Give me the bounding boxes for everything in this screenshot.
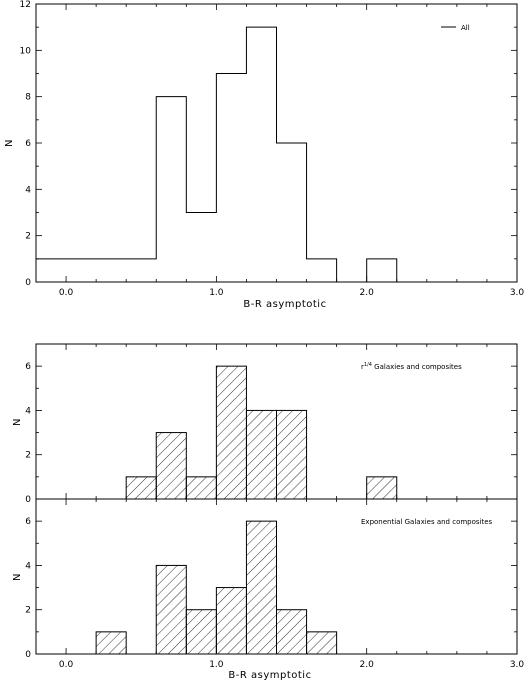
- histogram-bar: [276, 409, 308, 500]
- bottom-x-axis-title: B-R asymptotic: [228, 670, 311, 681]
- y-tick-label: 0: [25, 495, 31, 505]
- bottom-histogram-bars: [95, 520, 338, 655]
- histogram-bar: [306, 631, 338, 655]
- y-tick-label: 4: [25, 406, 31, 416]
- legend-label-all: All: [461, 24, 470, 32]
- y-tick-label: 0: [25, 650, 31, 660]
- x-tick-label: 2.0: [360, 660, 375, 670]
- y-tick-label: 10: [20, 46, 32, 56]
- x-tick-label: 3.0: [510, 660, 525, 670]
- y-tick-label: 8: [25, 93, 31, 103]
- histogram-bar: [276, 609, 308, 655]
- top-y-axis-title: N: [4, 139, 15, 147]
- bottom-y-axis-title: N: [12, 573, 23, 581]
- histogram-bar: [155, 564, 187, 655]
- histogram-bar: [155, 432, 187, 500]
- y-tick-label: 2: [25, 451, 31, 461]
- x-tick-label: 1.0: [209, 660, 224, 670]
- histogram-bar: [95, 631, 127, 655]
- x-tick-label: 2.0: [360, 288, 375, 298]
- histogram-bar: [215, 365, 247, 500]
- histogram-bar: [185, 609, 217, 655]
- bottom-axis-ticks: 0.0 1.0 2.0 3.0 0 2 4 6: [25, 498, 525, 670]
- y-tick-label: 6: [25, 517, 31, 527]
- y-tick-label: 2: [25, 232, 31, 242]
- y-tick-label: 12: [20, 0, 31, 10]
- top-histogram-step-outline: [36, 26, 398, 283]
- x-tick-label: 1.0: [209, 288, 224, 298]
- y-tick-label: 6: [25, 362, 31, 372]
- histogram-bar: [125, 476, 157, 500]
- middle-annotation: r1/4 Galaxies and composites: [361, 362, 462, 371]
- top-axis-ticks: 0.0 1.0 2.0 3.0 0 2 4 6 8 10 12: [20, 0, 525, 298]
- y-tick-label: 0: [25, 278, 31, 288]
- middle-histogram-bars: [125, 365, 398, 500]
- histogram-bar: [185, 476, 217, 500]
- middle-y-axis-title: N: [12, 418, 23, 426]
- histogram-bar: [215, 587, 247, 655]
- bottom-histogram-panel: 0.0 1.0 2.0 3.0 0 2 4 6 Exponential Galaxies an…: [12, 498, 525, 681]
- y-tick-label: 4: [25, 185, 31, 195]
- x-tick-label: 3.0: [510, 288, 525, 298]
- top-x-axis-title: B-R asymptotic: [243, 299, 326, 310]
- middle-histogram-panel: 0 2 4 6 r1/4 Galaxies and composites N: [12, 343, 518, 505]
- middle-axis-ticks: 0 2 4 6: [25, 343, 518, 505]
- histogram-bar: [245, 409, 277, 500]
- histogram-bar: [245, 520, 277, 655]
- y-tick-label: 6: [25, 139, 31, 149]
- y-tick-label: 4: [25, 561, 31, 571]
- y-tick-label: 2: [25, 606, 31, 616]
- bottom-annotation: Exponential Galaxies and composites: [361, 518, 493, 526]
- top-histogram-panel: 0.0 1.0 2.0 3.0 0 2 4 6 8 10 12 All N B-R asymptot…: [4, 0, 524, 310]
- x-tick-label: 0.0: [59, 660, 74, 670]
- histogram-bar: [366, 476, 398, 500]
- x-tick-label: 0.0: [59, 288, 74, 298]
